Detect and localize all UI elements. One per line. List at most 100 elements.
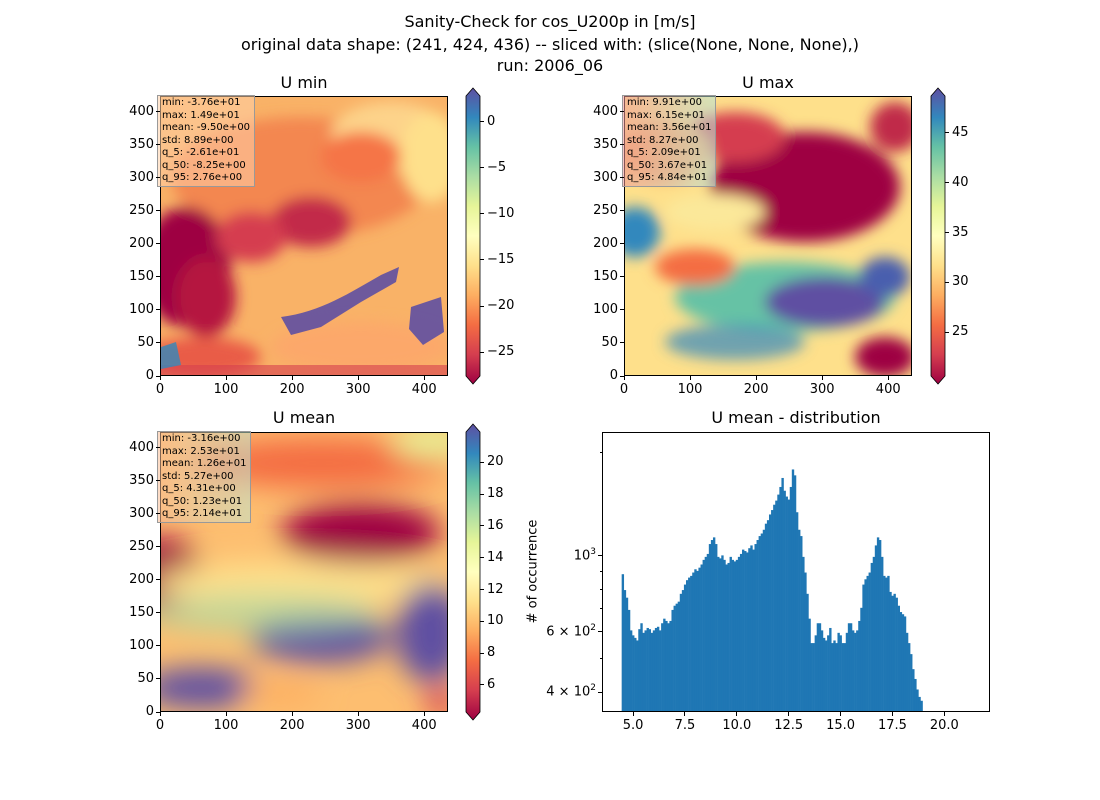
y-tick-label: 150 [593, 268, 618, 284]
y-tick-mark [620, 210, 624, 212]
histogram-bar [735, 559, 739, 711]
histogram-bar [634, 637, 637, 711]
stat-min: min: -3.16e+00 [162, 433, 241, 444]
histogram-bar [750, 545, 753, 711]
histogram-bar [692, 572, 695, 711]
histogram-bar [839, 635, 842, 711]
stat-min: min: 9.91e+00 [627, 97, 702, 108]
histogram-bar [625, 597, 629, 711]
histogram-bar [652, 630, 656, 711]
histogram-bar [764, 523, 768, 711]
stat-std: std: 8.27e+00 [627, 134, 699, 146]
y-tick-label: 250 [593, 202, 618, 218]
histogram-bar [841, 643, 844, 711]
x-tick-mark [291, 712, 293, 716]
stat-std: std: 8.89e+00 [162, 134, 234, 146]
x-tick-mark [755, 376, 757, 380]
heatmap-umean [161, 433, 447, 711]
y-tick-mark [620, 111, 624, 113]
colorbar-gradient [465, 87, 481, 385]
histogram-bar [874, 545, 878, 711]
y-tick-label: 6 × 102 [546, 622, 596, 640]
y-tick-mark [156, 513, 160, 515]
colorbar-tick-mark [480, 305, 484, 307]
histogram-bar [835, 643, 838, 711]
histogram-bar [891, 595, 894, 711]
histogram-bar [914, 678, 917, 711]
y-tick-label: 0 [145, 704, 154, 719]
x-tick-mark [821, 376, 823, 380]
y-tick-mark [156, 144, 160, 146]
x-tick-label: 20.0 [929, 718, 959, 733]
y-minor-tick-mark [600, 588, 602, 590]
histogram-bar [688, 577, 691, 711]
histogram-bar [719, 558, 722, 711]
histogram-bar [715, 544, 718, 711]
y-tick-mark [156, 375, 160, 377]
colorbar-fill [930, 87, 946, 385]
histogram-bar [849, 623, 853, 711]
panel-title-umin: U min [280, 73, 328, 92]
histogram-bar [717, 556, 720, 711]
histogram-bar [663, 618, 666, 711]
y-tick-mark [156, 210, 160, 212]
stat-std: std: 5.27e+00 [162, 470, 234, 482]
histogram-bar [712, 537, 716, 711]
histogram-bar [795, 512, 799, 711]
histogram-bar [669, 620, 672, 711]
stat-q95: q_95: 2.76e+00 [162, 172, 243, 183]
stat-q5: q_5: -2.61e+01 [162, 147, 240, 158]
histogram-bar [744, 551, 747, 711]
y-tick-label: 350 [129, 136, 154, 152]
colorbar-tick-label: 40 [952, 174, 969, 190]
y-tick-exponent: 2 [590, 683, 596, 694]
x-tick-mark [225, 712, 227, 716]
colorbar-tick-label: 30 [952, 274, 969, 290]
y-tick-label: 50 [601, 334, 618, 350]
histogram-bar [847, 623, 851, 711]
y-tick-mark [620, 243, 624, 245]
histogram-bar [883, 575, 886, 711]
x-tick-label: 12.5 [774, 718, 804, 733]
histogram-bar [908, 643, 911, 711]
colorbar-tick-mark [945, 132, 949, 134]
stats-box-umean: min: -3.16e+00 max: 2.53e+01 mean: 1.26e… [157, 431, 252, 523]
histogram-bar [843, 643, 847, 711]
colorbar-tick-label: −10 [487, 205, 515, 221]
y-tick-label: 103 [573, 546, 596, 564]
y-tick-label: 400 [129, 103, 154, 119]
histogram-ylabel: # of occurrence [525, 519, 541, 624]
colorbar-tick-label: 8 [487, 645, 496, 661]
y-tick-mark [620, 309, 624, 311]
histogram-bar [885, 577, 888, 711]
y-tick-label: 400 [593, 103, 618, 119]
histogram-bar [804, 572, 807, 711]
histogram-bar [910, 654, 913, 711]
stat-q5: q_5: 4.31e+00 [162, 483, 236, 494]
x-tick-label: 0 [619, 382, 629, 397]
x-tick-mark [291, 376, 293, 380]
histogram-bar [829, 627, 832, 711]
x-tick-label: 15.0 [826, 718, 856, 733]
colorbar-gradient [930, 87, 946, 385]
x-tick-label: 17.5 [877, 718, 907, 733]
histogram-bar [768, 514, 772, 711]
histogram-bar [860, 607, 863, 711]
histogram-bar [742, 549, 745, 711]
colorbar-tick-label: −25 [487, 344, 515, 360]
histogram-bar [831, 643, 834, 711]
histogram-bar [661, 623, 664, 711]
colorbar-tick-mark [480, 525, 484, 527]
histogram-bar [773, 504, 776, 711]
histogram-bar [920, 700, 923, 711]
histogram-bar [665, 620, 668, 711]
histogram-bar [708, 544, 712, 711]
colorbar-tick-mark [480, 652, 484, 654]
x-tick-label: 400 [875, 382, 901, 397]
x-tick-mark [891, 712, 893, 716]
histogram-bar [659, 630, 662, 711]
histogram-bar [698, 567, 701, 711]
y-tick-mark [156, 546, 160, 548]
stat-q50: q_50: 3.67e+01 [627, 159, 708, 171]
histogram-bar [816, 623, 820, 711]
